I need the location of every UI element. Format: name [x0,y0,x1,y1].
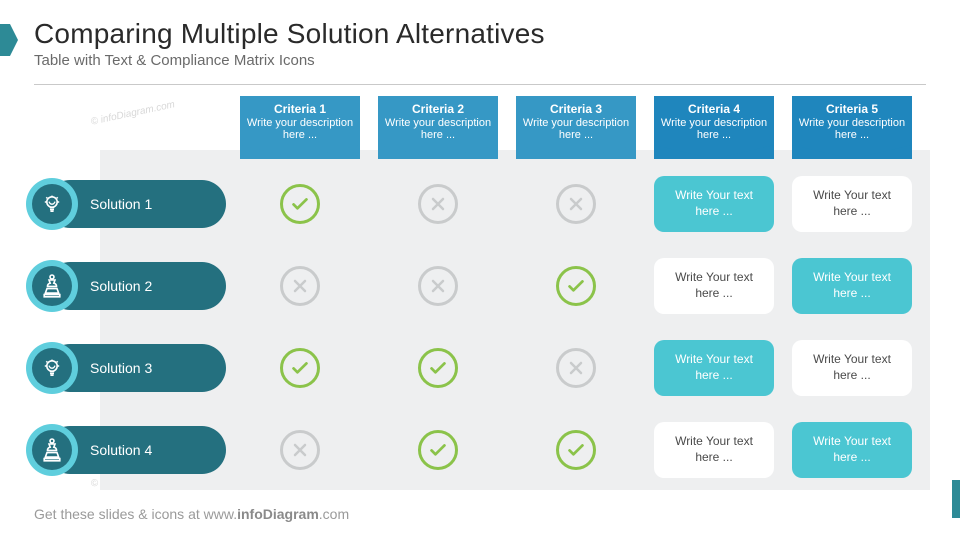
criteria-chevron [792,145,912,159]
pill-icon-outer [26,424,78,476]
edge-accent-right [952,480,960,518]
solution-cells: Write Your text here ... Write Your text … [240,176,912,232]
cross-icon [280,430,320,470]
criteria-header: Criteria 1Write your description here ..… [240,96,360,159]
solution-cells: Write Your text here ... Write Your text … [240,258,912,314]
check-icon [418,430,458,470]
check-icon [280,348,320,388]
text-box: Write Your text here ... [654,258,774,314]
page-subtitle: Table with Text & Compliance Matrix Icon… [34,52,545,69]
text-box: Write Your text here ... [654,340,774,396]
edge-accent-left [0,24,10,56]
criteria-desc: Write your description here ... [246,117,354,141]
criteria-header: Criteria 3Write your description here ..… [516,96,636,159]
compliance-cell [240,184,360,224]
chess-icon [32,430,72,470]
solution-label: Solution 3 [90,360,152,376]
compliance-cell [378,184,498,224]
criteria-title: Criteria 3 [522,102,630,116]
title-block: Comparing Multiple Solution Alternatives… [34,18,545,69]
cross-icon [556,184,596,224]
criteria-chevron [378,145,498,159]
criteria-desc: Write your description here ... [384,117,492,141]
footer-credit: Get these slides & icons at www.infoDiag… [34,506,349,522]
compliance-cell [240,430,360,470]
criteria-body: Criteria 2Write your description here ..… [378,96,498,145]
solution-label: Solution 1 [90,196,152,212]
solution-row: Solution 4Write Your text here ...Write … [26,418,930,482]
chess-icon [32,266,72,306]
compliance-cell [516,348,636,388]
compliance-cell [516,184,636,224]
check-icon [280,184,320,224]
footer-bold: infoDiagram [237,506,319,522]
criteria-title: Criteria 5 [798,102,906,116]
solution-rows: Solution 1Write Your text here ...Write … [26,172,930,482]
pill-icon-outer [26,342,78,394]
criteria-body: Criteria 5Write your description here ..… [792,96,912,145]
title-rule [34,84,926,85]
solution-row: Solution 1Write Your text here ...Write … [26,172,930,236]
compliance-cell [240,266,360,306]
check-icon [418,348,458,388]
criteria-title: Criteria 1 [246,102,354,116]
criteria-chevron [516,145,636,159]
footer-suffix: .com [319,506,349,522]
cross-icon [556,348,596,388]
criteria-header-row: Criteria 1Write your description here ..… [240,96,930,159]
criteria-header: Criteria 2Write your description here ..… [378,96,498,159]
solution-pill: Solution 4 [26,426,226,474]
criteria-title: Criteria 2 [384,102,492,116]
text-box: Write Your text here ... [792,422,912,478]
pill-icon-outer [26,178,78,230]
text-box: Write Your text here ... [792,176,912,232]
text-box: Write Your text here ... [654,176,774,232]
compliance-cell [378,266,498,306]
pill-icon-outer [26,260,78,312]
solution-label: Solution 4 [90,442,152,458]
bulb-icon [32,348,72,388]
compliance-cell [516,430,636,470]
solution-pill: Solution 2 [26,262,226,310]
criteria-title: Criteria 4 [660,102,768,116]
solution-cells: Write Your text here ... Write Your text … [240,422,912,478]
criteria-header: Criteria 5Write your description here ..… [792,96,912,159]
solution-row: Solution 2Write Your text here ...Write … [26,254,930,318]
page-title: Comparing Multiple Solution Alternatives [34,18,545,50]
compliance-cell [516,266,636,306]
check-icon [556,266,596,306]
criteria-body: Criteria 4Write your description here ..… [654,96,774,145]
solution-label: Solution 2 [90,278,152,294]
solution-pill: Solution 3 [26,344,226,392]
criteria-header: Criteria 4Write your description here ..… [654,96,774,159]
criteria-chevron [654,145,774,159]
cross-icon [418,184,458,224]
criteria-desc: Write your description here ... [660,117,768,141]
compliance-cell [240,348,360,388]
text-box: Write Your text here ... [654,422,774,478]
criteria-body: Criteria 3Write your description here ..… [516,96,636,145]
watermark: © infoDiagram.com [90,99,176,128]
cross-icon [418,266,458,306]
text-box: Write Your text here ... [792,340,912,396]
solution-row: Solution 3Write Your text here ...Write … [26,336,930,400]
compliance-cell [378,348,498,388]
text-box: Write Your text here ... [792,258,912,314]
criteria-desc: Write your description here ... [522,117,630,141]
compliance-cell [378,430,498,470]
criteria-body: Criteria 1Write your description here ..… [240,96,360,145]
cross-icon [280,266,320,306]
criteria-chevron [240,145,360,159]
criteria-desc: Write your description here ... [798,117,906,141]
bulb-icon [32,184,72,224]
solution-cells: Write Your text here ... Write Your text … [240,340,912,396]
footer-prefix: Get these slides & icons at www. [34,506,237,522]
check-icon [556,430,596,470]
solution-pill: Solution 1 [26,180,226,228]
